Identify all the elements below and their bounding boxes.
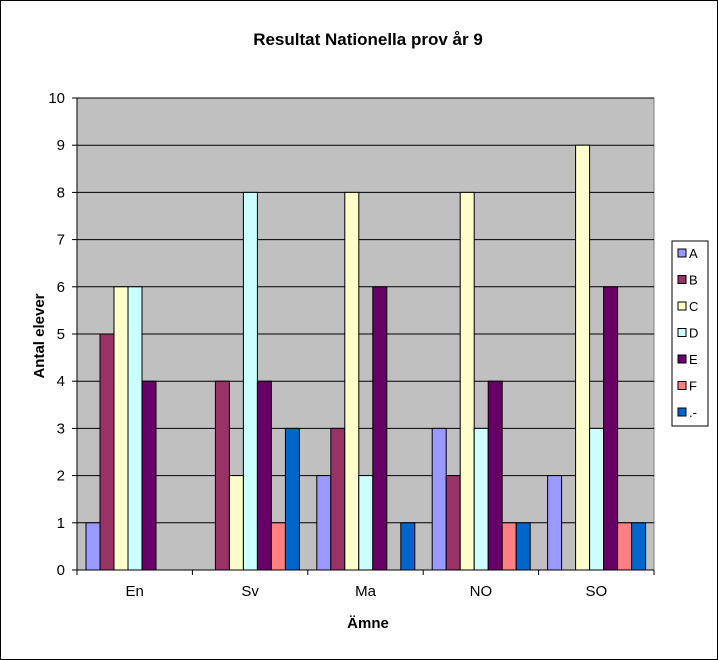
y-tick-label: 6 — [57, 279, 65, 296]
legend-swatch — [677, 248, 687, 258]
y-tick-labels: 0 1 2 3 4 5 6 7 8 9 10 — [48, 90, 65, 579]
legend-label: D — [689, 326, 698, 341]
y-tick-label: 9 — [57, 137, 65, 154]
bar-NO-F — [501, 522, 517, 571]
x-tick-label: Ma — [355, 583, 376, 600]
x-axis-label: Ämne — [347, 615, 389, 632]
legend-label: B — [689, 273, 698, 288]
bar-Ma-D — [358, 475, 374, 571]
bar-Ma-.- — [400, 522, 416, 571]
x-tick-label: NO — [470, 583, 493, 600]
bar-SO-E — [603, 286, 619, 571]
legend-label: .- — [689, 405, 697, 420]
bar-En-A — [85, 522, 101, 571]
bar-Sv-.- — [284, 427, 300, 571]
bar-Sv-C — [228, 475, 244, 571]
bar-SO-C — [575, 144, 591, 571]
bar-NO-.- — [515, 522, 531, 571]
x-tick-label: Sv — [241, 583, 259, 600]
bar-NO-E — [487, 380, 503, 571]
bar-Sv-E — [256, 380, 272, 571]
legend-swatch — [677, 301, 687, 311]
legend-swatch — [677, 275, 687, 284]
bar-NO-A — [431, 427, 447, 571]
x-tick-label: En — [126, 583, 144, 600]
y-tick-label: 8 — [57, 184, 65, 201]
legend-swatch — [677, 407, 687, 417]
legend-label: A — [689, 246, 698, 261]
bar-En-D — [127, 286, 143, 571]
chart-title: Resultat Nationella prov år 9 — [253, 30, 483, 49]
y-tick-label: 10 — [48, 90, 65, 107]
y-tick-label: 2 — [57, 468, 65, 485]
legend-label: F — [689, 379, 697, 394]
bar-Sv-F — [270, 522, 286, 571]
x-tick-label: SO — [585, 583, 607, 600]
bar-Ma-E — [372, 286, 388, 571]
legend-swatch — [677, 328, 687, 337]
axes — [72, 97, 655, 575]
bars — [85, 144, 647, 571]
bar-SO-.- — [631, 522, 647, 571]
legend-swatch — [677, 354, 687, 364]
y-tick-label: 5 — [57, 326, 65, 343]
y-tick-label: 0 — [57, 562, 65, 579]
bar-NO-D — [473, 427, 489, 571]
bar-Ma-A — [316, 475, 332, 571]
bar-En-E — [141, 380, 157, 571]
bar-En-B — [99, 333, 115, 571]
legend-label: C — [689, 299, 698, 314]
bar-SO-A — [547, 475, 563, 571]
bar-NO-C — [459, 191, 475, 571]
bar-Ma-C — [344, 191, 360, 571]
bar-Ma-B — [330, 427, 346, 571]
bar-Sv-B — [214, 380, 230, 571]
legend-label: E — [689, 352, 698, 367]
bar-NO-B — [445, 475, 461, 571]
y-tick-label: 7 — [57, 232, 65, 249]
bar-SO-F — [617, 522, 633, 571]
bar-En-C — [113, 286, 129, 571]
x-tick-labels: En Sv Ma NO SO — [126, 583, 608, 600]
y-tick-label: 4 — [57, 373, 65, 390]
y-tick-label: 1 — [57, 515, 65, 532]
legend-swatch — [677, 381, 687, 390]
bar-SO-D — [589, 427, 605, 571]
y-axis-label: Antal elever — [31, 293, 48, 378]
bar-Sv-D — [242, 191, 258, 571]
y-tick-label: 3 — [57, 420, 65, 437]
